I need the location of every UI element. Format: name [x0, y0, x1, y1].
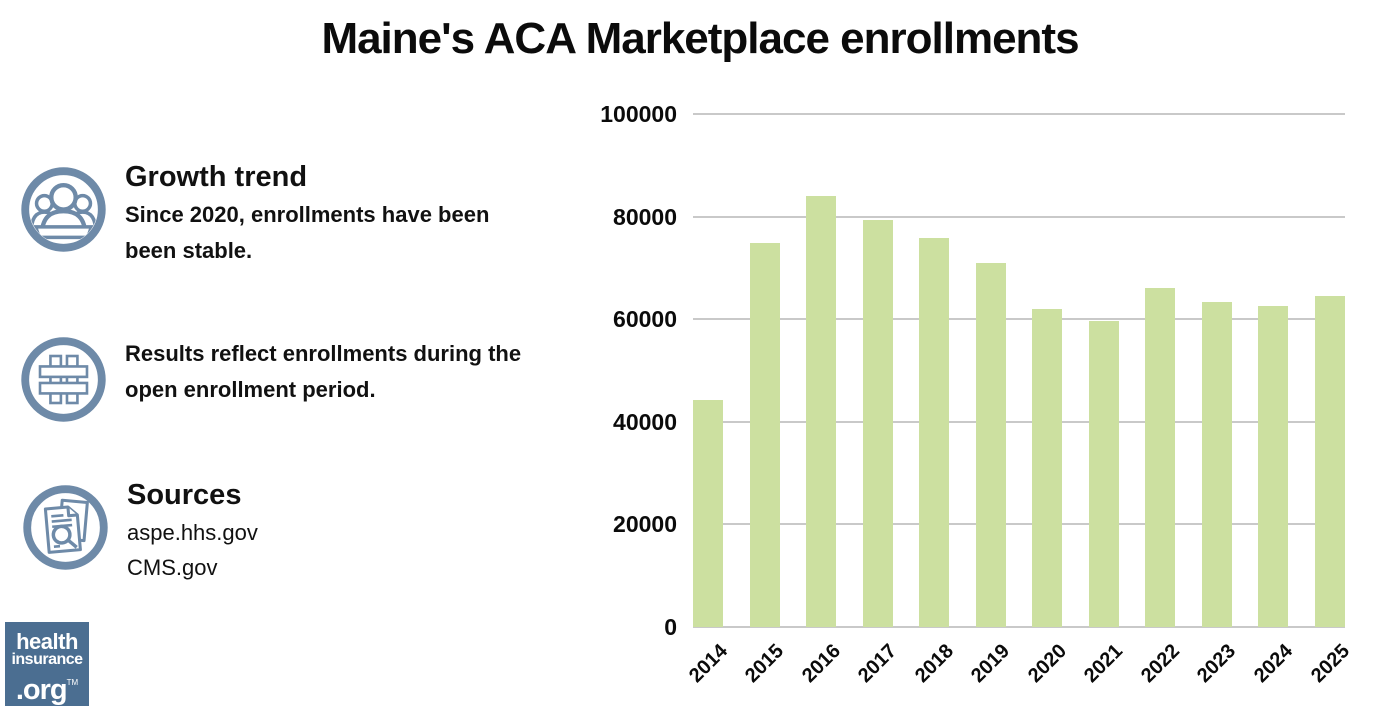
section-sources: Sources aspe.hhs.gov CMS.gov	[22, 478, 258, 585]
sources-text: Sources aspe.hhs.gov CMS.gov	[127, 478, 258, 585]
gridline-80000	[693, 215, 1345, 218]
enrollment-note-line-1: Results reflect enrollments during the	[125, 341, 522, 366]
y-tick-label-80000: 80000	[613, 203, 677, 230]
bar-2014	[693, 399, 723, 627]
x-tick-label-2021: 2021	[1080, 640, 1128, 688]
source-link-aspe: aspe.hhs.gov	[127, 520, 258, 545]
gridline-60000	[693, 318, 1345, 321]
growth-trend-heading: Growth trend	[125, 161, 308, 193]
x-tick-label-2020: 2020	[1023, 640, 1071, 688]
y-tick-label-100000: 100000	[600, 101, 677, 127]
x-tick-label-2023: 2023	[1193, 640, 1241, 688]
enrollment-note-line-2: open enrollment period.	[125, 377, 376, 402]
plot-area: 0 20000 40000 60000 80000 100000 2014 2015 2016 2…	[600, 101, 1353, 687]
gridline-0	[693, 626, 1345, 628]
bar-2022	[1145, 287, 1176, 627]
documents-search-icon	[22, 484, 109, 571]
enrollment-note-text: Results reflect enrollments during the o…	[125, 330, 521, 408]
healthinsurance-org-logo: health insurance .orgTM	[5, 622, 89, 706]
bar-2025	[1315, 295, 1345, 627]
x-tick-label-2017: 2017	[854, 640, 902, 688]
growth-trend-body: Since 2020, enrollments have been been s…	[125, 197, 489, 269]
logo-line-org: .orgTM	[15, 674, 79, 706]
x-tick-label-2014: 2014	[684, 640, 732, 688]
logo-tm-mark: TM	[66, 678, 79, 687]
bar-2023	[1201, 301, 1232, 627]
y-tick-label-60000: 60000	[613, 306, 677, 333]
page-title: Maine's ACA Marketplace enrollments	[321, 14, 1079, 63]
logo-line-health: health	[16, 629, 78, 654]
x-tick-label-2016: 2016	[797, 640, 845, 688]
growth-trend-line-1: Since 2020, enrollments have been	[125, 202, 490, 227]
growth-trend-text: Growth trend Since 2020, enrollments hav…	[125, 160, 489, 269]
y-tick-label-20000: 20000	[613, 511, 677, 538]
bar-2015	[749, 243, 780, 627]
x-tick-label-2019: 2019	[967, 640, 1015, 688]
x-tick-label-2018: 2018	[910, 640, 958, 688]
bar-2021	[1088, 320, 1119, 627]
growth-trend-line-2: been stable.	[125, 238, 253, 263]
bar-2016	[806, 195, 837, 627]
y-tick-label-0: 0	[664, 614, 677, 640]
gridline-20000	[693, 523, 1345, 526]
section-growth-trend: Growth trend Since 2020, enrollments hav…	[20, 160, 489, 269]
hashtag-icon	[20, 336, 107, 423]
source-link-cms: CMS.gov	[127, 555, 218, 580]
bar-2024	[1258, 306, 1289, 627]
bar-2017	[862, 219, 893, 627]
y-tick-label-40000: 40000	[613, 408, 677, 435]
sources-heading: Sources	[127, 479, 242, 511]
x-tick-label-2022: 2022	[1136, 640, 1184, 688]
x-tick-label-2015: 2015	[741, 640, 789, 688]
bar-2018	[919, 238, 950, 627]
bar-2020	[1032, 308, 1063, 627]
gridline-100000	[693, 113, 1345, 115]
gridline-40000	[693, 420, 1345, 423]
section-enrollment-note: Results reflect enrollments during the o…	[20, 330, 521, 423]
people-icon	[20, 166, 107, 253]
x-tick-label-2024: 2024	[1250, 640, 1298, 688]
enrollment-note-body: Results reflect enrollments during the o…	[125, 330, 521, 408]
enrollment-bar-chart: 0 20000 40000 60000 80000 100000 2014 2015 2016 2…	[600, 101, 1353, 687]
logo-line-insurance: insurance	[11, 651, 83, 668]
x-tick-label-2025: 2025	[1306, 640, 1354, 688]
bar-2019	[975, 262, 1006, 627]
